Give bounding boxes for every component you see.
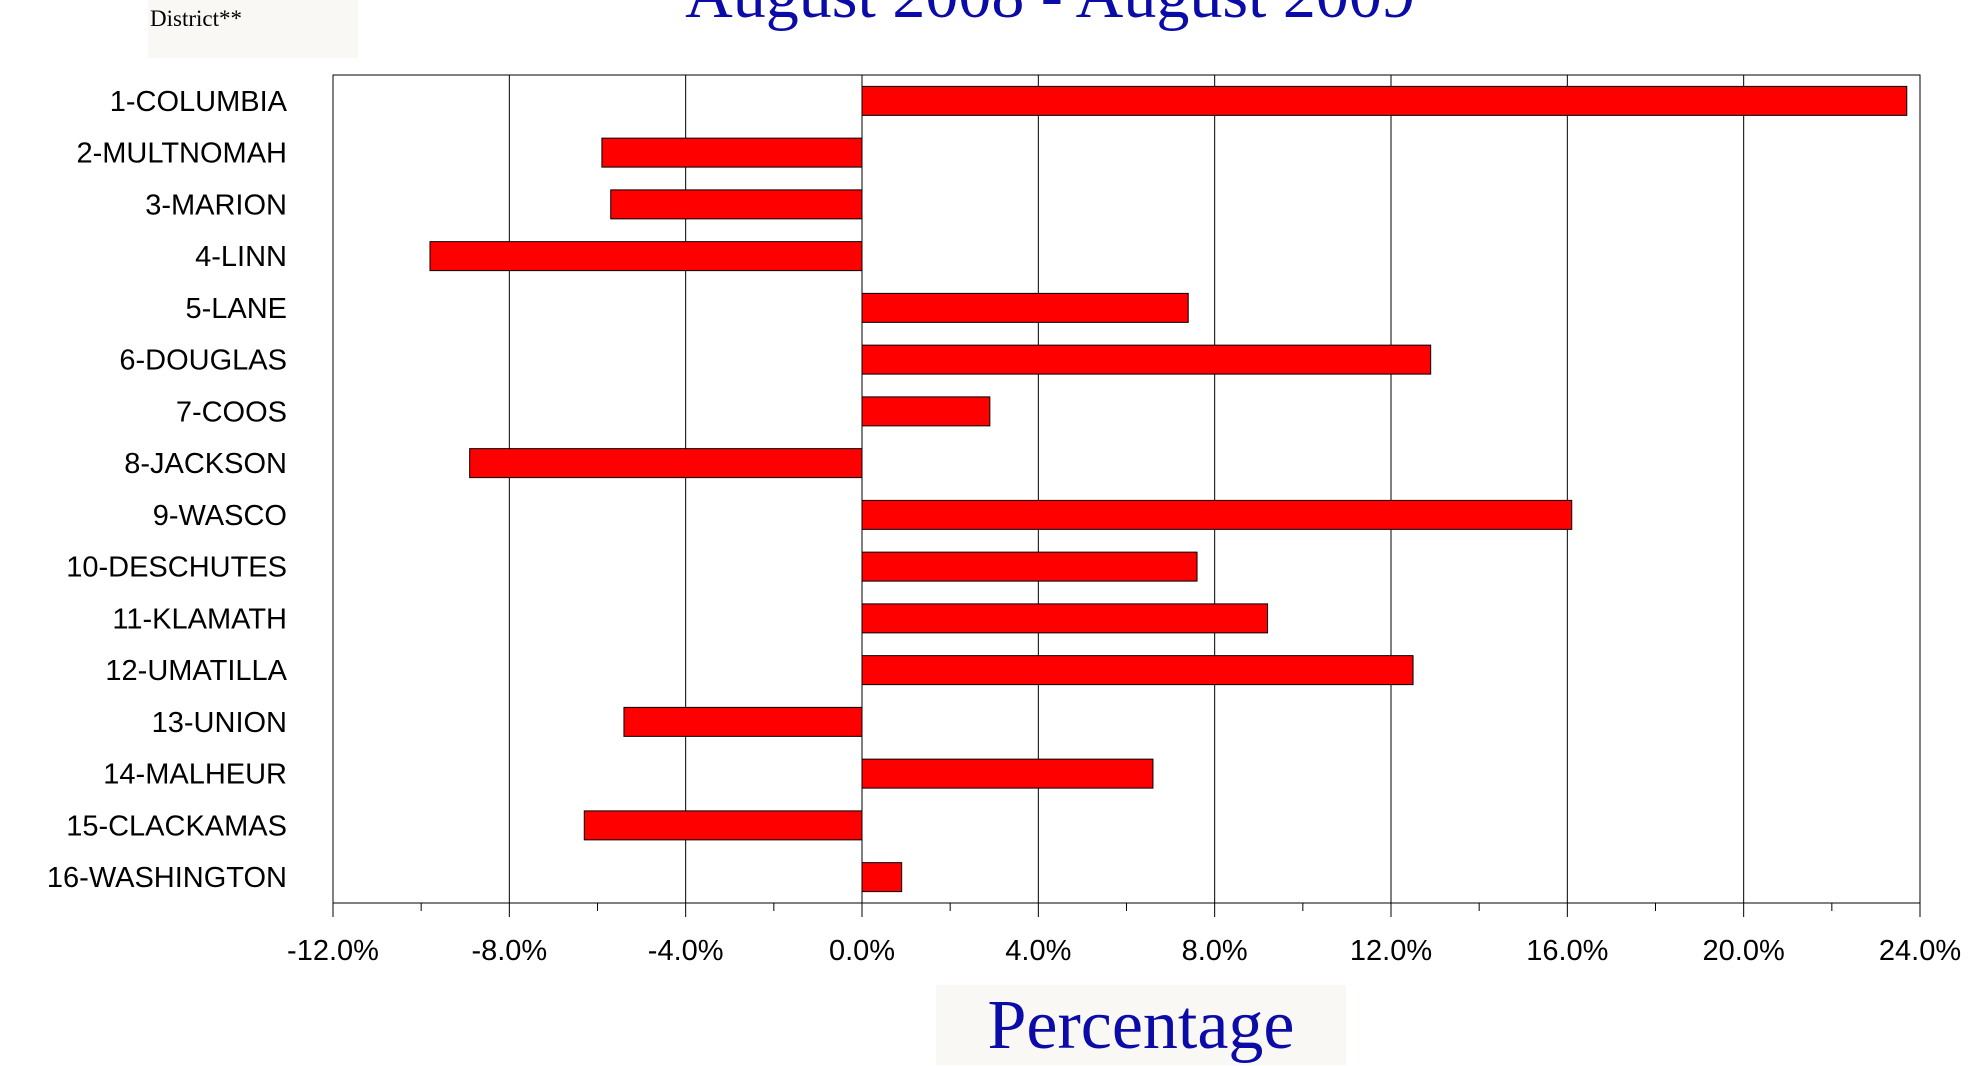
category-label: 16-WASHINGTON bbox=[47, 862, 287, 894]
x-tick-label: 12.0% bbox=[1350, 935, 1432, 967]
category-label: 6-DOUGLAS bbox=[119, 345, 287, 377]
x-axis-label-box bbox=[936, 985, 1346, 1065]
category-label: 5-LANE bbox=[185, 293, 287, 325]
x-tick-label: 16.0% bbox=[1526, 935, 1608, 967]
bar-5-lane bbox=[861, 292, 1189, 323]
chart-title: August 2008 - August 2009 bbox=[600, 0, 1500, 34]
bar-14-malheur bbox=[861, 758, 1154, 789]
bar-2-multnomah bbox=[601, 137, 863, 168]
bar-3-marion bbox=[610, 189, 863, 220]
category-label: 12-UMATILLA bbox=[105, 655, 287, 687]
bar-12-umatilla bbox=[861, 655, 1414, 686]
bar-13-union bbox=[623, 706, 863, 737]
bar-6-douglas bbox=[861, 344, 1432, 375]
bar-11-klamath bbox=[861, 603, 1269, 634]
bar-1-columbia bbox=[861, 85, 1908, 116]
bar-7-coos bbox=[861, 396, 991, 427]
category-label: 13-UNION bbox=[152, 707, 287, 739]
category-axis-label: District** bbox=[150, 6, 242, 31]
bar-16-washington bbox=[861, 862, 903, 893]
x-tick-label: 8.0% bbox=[1182, 935, 1248, 967]
category-label: 8-JACKSON bbox=[124, 448, 287, 480]
x-tick-label: 24.0% bbox=[1879, 935, 1961, 967]
x-tick-label: 4.0% bbox=[1005, 935, 1071, 967]
x-tick-label: 20.0% bbox=[1703, 935, 1785, 967]
category-label: 15-CLACKAMAS bbox=[66, 810, 287, 842]
category-label: 1-COLUMBIA bbox=[110, 86, 288, 118]
category-label: 2-MULTNOMAH bbox=[76, 138, 287, 170]
category-label: 14-MALHEUR bbox=[103, 759, 287, 791]
category-label: 7-COOS bbox=[176, 396, 287, 428]
x-tick-label: -12.0% bbox=[287, 935, 379, 967]
category-label: 3-MARION bbox=[145, 189, 287, 221]
category-label: 11-KLAMATH bbox=[112, 603, 287, 635]
x-tick-label: -8.0% bbox=[471, 935, 547, 967]
category-label: 10-DESCHUTES bbox=[66, 552, 287, 584]
category-axis-label-box bbox=[148, 0, 358, 58]
x-axis-label: Percentage bbox=[987, 987, 1295, 1064]
bar-chart: -12.0% -8.0% -4.0% 0.0% 4.0% 8.0% 12.0% 16.0% 20… bbox=[47, 74, 1961, 967]
bar-9-wasco bbox=[861, 499, 1573, 530]
x-tick-label: 0.0% bbox=[829, 935, 895, 967]
bar-15-clackamas bbox=[583, 810, 863, 841]
bar-8-jackson bbox=[469, 448, 863, 479]
category-label: 4-LINN bbox=[195, 241, 287, 273]
bar-10-deschutes bbox=[861, 551, 1198, 582]
x-tick-label: -4.0% bbox=[648, 935, 724, 967]
bar-4-linn bbox=[429, 241, 863, 272]
category-label: 9-WASCO bbox=[153, 500, 287, 532]
